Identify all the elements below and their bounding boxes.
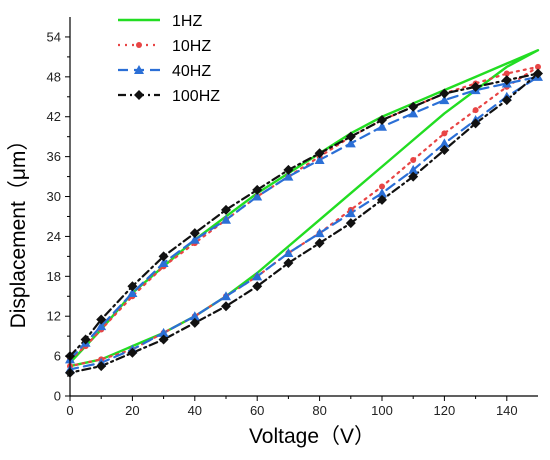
data-point-triangle <box>252 271 263 281</box>
legend-label-40hz: 40HZ <box>172 63 211 80</box>
data-point-diamond <box>158 251 169 262</box>
x-tick-label: 120 <box>434 403 456 418</box>
data-point-triangle <box>221 291 231 301</box>
series-line-40hz <box>68 75 540 371</box>
data-point-triangle <box>221 214 231 224</box>
x-tick-label: 140 <box>496 403 518 418</box>
data-point-diamond <box>314 148 325 159</box>
y-axis-title: Displacement（μm） <box>7 130 30 329</box>
y-tick-label: 18 <box>47 269 61 284</box>
data-point-diamond <box>439 88 450 99</box>
data-point-triangle <box>314 228 325 238</box>
y-tick-label: 48 <box>47 69 61 84</box>
legend-label-1hz: 1HZ <box>172 13 202 30</box>
x-tick-label: 80 <box>312 403 326 418</box>
data-point-triangle <box>377 188 387 198</box>
ticks: 0 20 40 60 80 100 120 140 0 6 12 18 24 30 36 42 48 54 <box>47 29 518 418</box>
data-point-diamond <box>283 258 294 269</box>
data-point-diamond <box>470 81 481 92</box>
y-tick-label: 12 <box>47 309 61 324</box>
data-point-triangle <box>408 164 419 174</box>
data-point-diamond <box>533 68 543 79</box>
data-point-circle <box>472 107 479 114</box>
data-point-triangle <box>377 121 387 131</box>
data-point-circle <box>136 42 142 48</box>
y-tick-label: 30 <box>47 189 61 204</box>
data-point-diamond <box>80 334 91 345</box>
plot-markers <box>65 63 543 378</box>
data-point-diamond <box>189 317 200 328</box>
axes <box>69 17 538 397</box>
data-point-diamond <box>127 281 138 292</box>
series-line-100hz <box>68 72 540 374</box>
data-point-diamond <box>439 144 450 155</box>
data-point-triangle <box>189 234 200 244</box>
data-point-triangle <box>439 95 450 105</box>
data-point-diamond <box>252 184 263 195</box>
data-point-diamond <box>252 281 263 292</box>
data-point-triangle <box>408 108 419 118</box>
x-tick-label: 60 <box>250 403 264 418</box>
data-point-diamond <box>470 118 481 129</box>
legend-label-10hz: 10HZ <box>172 38 211 55</box>
data-point-circle <box>410 156 417 163</box>
data-point-circle <box>441 130 448 137</box>
data-point-diamond <box>377 115 387 126</box>
data-point-diamond <box>221 204 231 215</box>
data-point-diamond <box>283 164 294 175</box>
y-tick-label: 36 <box>47 149 61 164</box>
data-point-diamond <box>134 90 144 100</box>
data-point-circle <box>503 70 510 77</box>
series-line-10hz <box>68 65 540 368</box>
data-point-triangle <box>189 311 200 321</box>
data-point-triangle <box>158 258 169 268</box>
data-point-diamond <box>345 131 356 142</box>
data-point-diamond <box>96 361 107 372</box>
data-point-triangle <box>345 208 356 218</box>
plot-lines <box>68 49 540 374</box>
x-tick-label: 20 <box>125 403 139 418</box>
x-tick-label: 0 <box>66 403 73 418</box>
y-tick-label: 24 <box>47 229 61 244</box>
x-axis-title: Voltage（V） <box>249 425 375 448</box>
legend: 1HZ 10HZ 40HZ 100HZ <box>118 13 220 105</box>
data-point-triangle <box>439 138 450 148</box>
data-point-triangle <box>283 248 294 258</box>
data-point-diamond <box>408 171 419 182</box>
data-point-triangle <box>158 327 169 337</box>
data-point-triangle <box>283 171 294 181</box>
data-point-diamond <box>96 314 107 325</box>
data-point-circle <box>379 183 385 190</box>
y-tick-label: 0 <box>54 389 61 404</box>
data-point-diamond <box>408 101 419 112</box>
data-point-circle <box>535 63 541 70</box>
x-tick-label: 100 <box>371 403 393 418</box>
y-tick-label: 42 <box>47 109 61 124</box>
data-point-triangle <box>127 287 138 297</box>
data-point-triangle <box>134 65 144 74</box>
data-point-diamond <box>377 194 387 205</box>
x-tick-label: 40 <box>188 403 202 418</box>
data-point-diamond <box>221 301 231 312</box>
data-point-diamond <box>501 75 512 86</box>
data-point-diamond <box>189 228 200 239</box>
data-point-diamond <box>345 218 356 229</box>
data-point-triangle <box>96 321 107 331</box>
data-point-triangle <box>314 154 325 164</box>
data-point-diamond <box>158 334 169 345</box>
data-point-triangle <box>252 191 263 201</box>
y-tick-label: 54 <box>47 29 61 44</box>
data-point-diamond <box>127 347 138 358</box>
data-point-diamond <box>501 95 512 106</box>
data-point-triangle <box>345 138 356 148</box>
legend-label-100hz: 100HZ <box>172 88 220 105</box>
data-point-diamond <box>314 238 325 249</box>
y-tick-label: 6 <box>54 349 61 364</box>
